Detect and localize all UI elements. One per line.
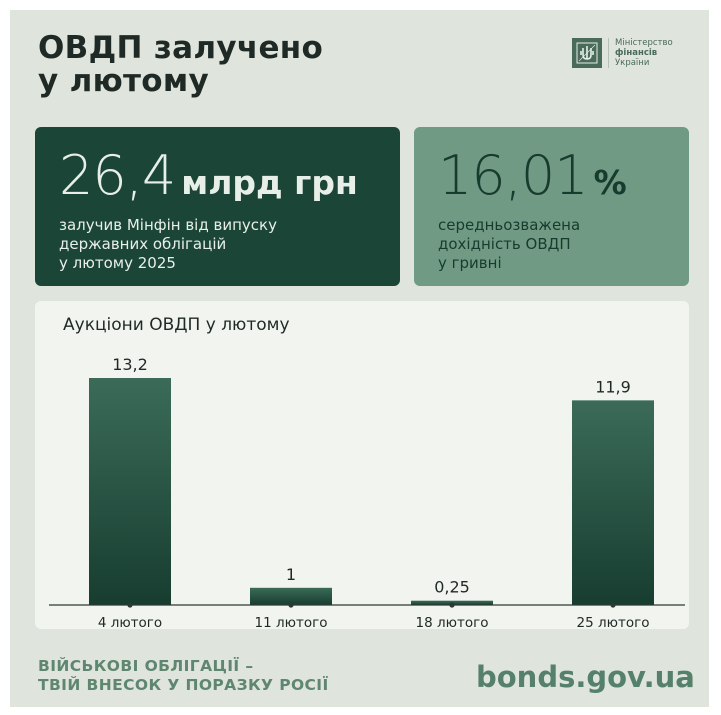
category-label-2: 11 лютого (255, 615, 328, 629)
category-label-1: 4 лютого (98, 615, 162, 629)
ministry-name-line-2: фінансів (615, 48, 658, 58)
yield-value: 16,01 (438, 144, 589, 207)
ministry-logo: Міністерство фінансів України (572, 38, 673, 68)
page-title: ОВДП залучено у лютому (38, 30, 324, 99)
raised-description: залучив Мінфін від випуску державних обл… (59, 216, 277, 272)
category-label-3: 18 лютого (416, 615, 489, 629)
chart-panel: Аукціони ОВДП у лютому 13,2 4 лютого 1 11 л… (35, 301, 689, 629)
value-label-1: 13,2 (112, 355, 148, 374)
bar-4 (572, 400, 654, 605)
yield-unit: % (593, 163, 627, 202)
value-label-4: 11,9 (595, 377, 631, 396)
yield-description: середньозважена дохідність ОВДП у гривні (438, 216, 581, 272)
bar-2 (250, 587, 332, 605)
raised-unit: млрд грн (181, 163, 358, 202)
chart-title: Аукціони ОВДП у лютому (63, 315, 290, 335)
bar-1 (89, 378, 171, 605)
value-label-3: 0,25 (434, 578, 470, 597)
infographic-frame: ОВДП залучено у лютому Міністерство фіна… (10, 10, 709, 707)
raised-amount: 26,4 млрд грн (59, 147, 376, 212)
ministry-name-line-3: України (615, 58, 650, 68)
trident-icon (572, 38, 602, 68)
logo-divider (608, 38, 609, 68)
value-label-2: 1 (286, 565, 296, 584)
raised-value: 26,4 (59, 144, 176, 207)
yield-card: 16,01% середньозважена дохідність ОВДП у… (414, 127, 689, 286)
bar-chart: 13,2 4 лютого 1 11 лютого 0,25 18 лютого 11,9 2… (49, 355, 685, 629)
footer-website[interactable]: bonds.gov.ua (476, 660, 695, 694)
raised-amount-card: 26,4 млрд грн залучив Мінфін від випуску … (35, 127, 400, 286)
footer-slogan: ВІЙСЬКОВІ ОБЛІГАЦІЇ – ТВІЙ ВНЕСОК У ПОРА… (38, 657, 329, 694)
yield-amount: 16,01% (438, 147, 665, 212)
ministry-name: Міністерство фінансів України (615, 38, 673, 68)
category-label-4: 25 лютого (577, 615, 650, 629)
ministry-name-line-1: Міністерство (615, 38, 673, 48)
